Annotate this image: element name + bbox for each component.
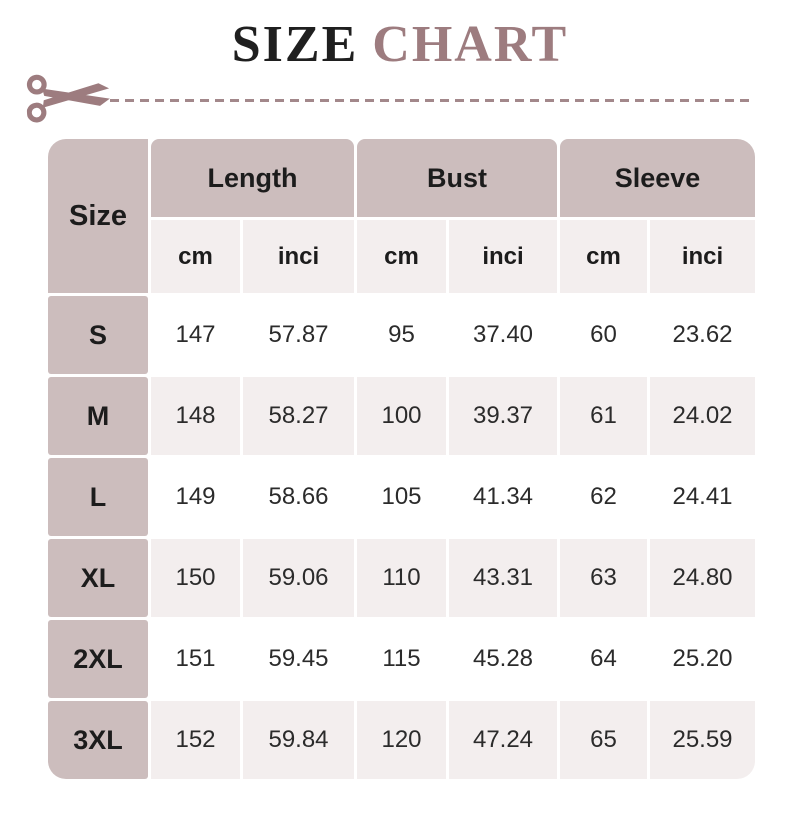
- size-chart-table: Size Length Bust Sleeve cm inci cm inci …: [48, 139, 755, 780]
- value-cell: 148: [151, 377, 240, 456]
- value-cell: 100: [357, 377, 446, 456]
- value-cell: 152: [151, 701, 240, 780]
- page-title: SIZE CHART: [0, 16, 800, 73]
- value-cell: 24.41: [650, 458, 755, 537]
- header-sleeve: Sleeve: [560, 139, 755, 218]
- unit-header-bust-inci: inci: [449, 220, 557, 294]
- value-cell: 58.66: [243, 458, 354, 537]
- value-cell: 24.02: [650, 377, 755, 456]
- unit-header-length-cm: cm: [151, 220, 240, 294]
- unit-header-bust-cm: cm: [357, 220, 446, 294]
- value-cell: 65: [560, 701, 647, 780]
- size-cell-l: L: [48, 458, 148, 537]
- value-cell: 43.31: [449, 539, 557, 618]
- value-cell: 150: [151, 539, 240, 618]
- size-corner-header: Size: [48, 139, 148, 294]
- value-cell: 59.06: [243, 539, 354, 618]
- value-cell: 23.62: [650, 296, 755, 375]
- value-cell: 151: [151, 620, 240, 699]
- value-cell: 64: [560, 620, 647, 699]
- value-cell: 45.28: [449, 620, 557, 699]
- header-length: Length: [151, 139, 354, 218]
- value-cell: 60: [560, 296, 647, 375]
- value-cell: 47.24: [449, 701, 557, 780]
- value-cell: 149: [151, 458, 240, 537]
- size-cell-m: M: [48, 377, 148, 456]
- value-cell: 25.59: [650, 701, 755, 780]
- value-cell: 37.40: [449, 296, 557, 375]
- title-word-size: SIZE: [231, 16, 359, 73]
- header-bust: Bust: [357, 139, 557, 218]
- size-cell-s: S: [48, 296, 148, 375]
- value-cell: 57.87: [243, 296, 354, 375]
- value-cell: 41.34: [449, 458, 557, 537]
- value-cell: 120: [357, 701, 446, 780]
- value-cell: 61: [560, 377, 647, 456]
- value-cell: 110: [357, 539, 446, 618]
- unit-header-length-inci: inci: [243, 220, 354, 294]
- value-cell: 59.84: [243, 701, 354, 780]
- size-cell-xl: XL: [48, 539, 148, 618]
- unit-header-sleeve-inci: inci: [650, 220, 755, 294]
- value-cell: 24.80: [650, 539, 755, 618]
- value-cell: 115: [357, 620, 446, 699]
- size-cell-2xl: 2XL: [48, 620, 148, 699]
- value-cell: 147: [151, 296, 240, 375]
- value-cell: 25.20: [650, 620, 755, 699]
- scissors-icon: [26, 74, 110, 123]
- cut-line-row: [0, 74, 800, 123]
- value-cell: 39.37: [449, 377, 557, 456]
- dashed-cut-line: [110, 98, 754, 102]
- size-cell-3xl: 3XL: [48, 701, 148, 780]
- value-cell: 58.27: [243, 377, 354, 456]
- title-word-chart: CHART: [372, 16, 569, 73]
- value-cell: 95: [357, 296, 446, 375]
- unit-header-sleeve-cm: cm: [560, 220, 647, 294]
- value-cell: 105: [357, 458, 446, 537]
- value-cell: 59.45: [243, 620, 354, 699]
- value-cell: 63: [560, 539, 647, 618]
- value-cell: 62: [560, 458, 647, 537]
